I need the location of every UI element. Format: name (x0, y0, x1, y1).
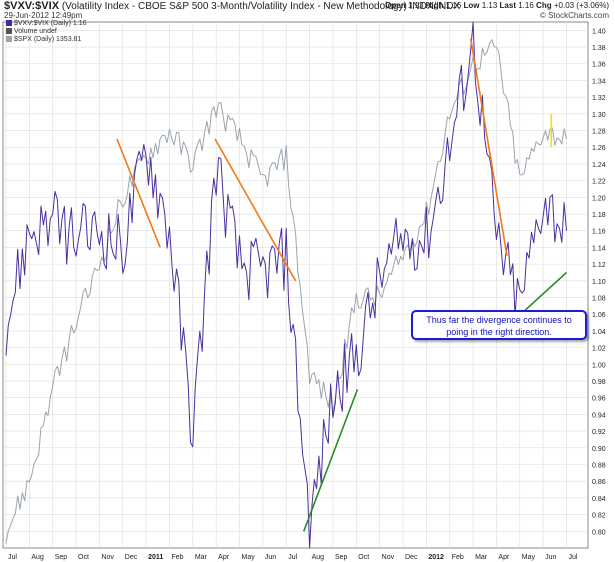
x-tick-label: Dec (125, 554, 138, 561)
y-tick-label: 1.10 (592, 279, 606, 286)
annotation-callout: Thus far the divergence continues to poi… (411, 310, 587, 340)
x-tick-label: Jul (8, 554, 17, 561)
low-label: Low (463, 1, 480, 10)
trendline-orange (116, 138, 161, 248)
legend-item-ratio: $VXV:$VIX (Daily) 1.16 (6, 20, 87, 28)
ohlc-readout: Open 1.13 High 1.16 Low 1.13 Last 1.16 C… (385, 1, 609, 10)
last-value: 1.16 (518, 1, 534, 10)
x-tick-label: Sep (335, 554, 348, 561)
y-tick-label: 0.82 (592, 513, 606, 520)
y-tick-label: 1.02 (592, 346, 606, 353)
y-tick-label: 1.36 (592, 62, 606, 69)
y-tick-label: 1.00 (592, 362, 606, 369)
legend-item-volume: Volume undef (6, 28, 87, 36)
y-tick-label: 0.84 (592, 496, 606, 503)
low-value: 1.13 (481, 1, 498, 10)
y-tick-label: 1.18 (592, 212, 606, 219)
y-tick-label: 1.32 (592, 95, 606, 102)
x-tick-label: Sep (55, 554, 68, 561)
date-label: 29-Jun-2012 12:49pm (4, 11, 83, 20)
legend-label: Volume undef (14, 28, 57, 35)
x-tick-label: Jul (568, 554, 577, 561)
x-tick-label: Mar (475, 554, 488, 561)
y-tick-label: 1.08 (592, 296, 606, 303)
chart-header: $VXV:$VIX (Volatility Index - CBOE S&P 5… (4, 0, 460, 12)
high-value: 1.16 (445, 1, 462, 10)
legend-label: $SPX (Daily) 1353.81 (14, 36, 82, 43)
legend-item-spx: $SPX (Daily) 1353.81 (6, 36, 87, 44)
y-tick-label: 1.40 (592, 28, 606, 35)
legend-label: $VXV:$VIX (Daily) 1.16 (14, 20, 87, 27)
x-tick-label: 2011 (148, 554, 163, 561)
y-tick-label: 1.14 (592, 245, 606, 252)
y-tick-label: 1.38 (592, 45, 606, 52)
y-tick-label: 1.06 (592, 312, 606, 319)
x-tick-label: Feb (452, 554, 464, 561)
x-tick-label: Nov (101, 554, 114, 561)
legend: $VXV:$VIX (Daily) 1.16 Volume undef $SPX… (6, 20, 87, 44)
y-tick-label: 0.98 (592, 379, 606, 386)
trendline-orange (469, 38, 508, 256)
x-tick-label: Jul (288, 554, 297, 561)
y-tick-label: 0.90 (592, 446, 606, 453)
description-label: (Volatility Index - CBOE S&P 500 3-Month… (61, 1, 407, 12)
y-tick-label: 0.96 (592, 396, 606, 403)
trendline-green (303, 389, 359, 532)
y-tick-label: 1.04 (592, 329, 606, 336)
x-tick-label: Oct (78, 554, 89, 561)
x-tick-label: May (242, 554, 256, 561)
y-tick-label: 1.12 (592, 262, 606, 269)
x-tick-label: Mar (195, 554, 208, 561)
y-tick-label: 1.24 (592, 162, 606, 169)
y-tick-label: 1.28 (592, 129, 606, 136)
chg-label: Chg (536, 1, 552, 10)
x-tick-label: Aug (312, 554, 325, 561)
chg-value: +0.03 (+3.06%) (553, 1, 609, 10)
x-tick-label: Nov (382, 554, 395, 561)
ratio-series-line (5, 21, 567, 549)
high-label: High (425, 1, 444, 10)
y-tick-label: 1.30 (592, 112, 606, 119)
legend-swatch (6, 36, 12, 43)
x-tick-label: Oct (358, 554, 369, 561)
y-tick-label: 1.20 (592, 195, 606, 202)
exchange-label: INDX/INDX (409, 1, 461, 12)
y-tick-label: 0.86 (592, 479, 606, 486)
watermark: © StockCharts.com (539, 11, 609, 20)
y-tick-label: 1.26 (592, 145, 606, 152)
x-tick-label: Jun (545, 554, 556, 561)
y-tick-label: 0.80 (592, 529, 606, 536)
x-tick-label: 2012 (428, 554, 444, 561)
symbol-label: $VXV:$VIX (4, 0, 60, 12)
x-tick-label: Apr (498, 554, 510, 561)
y-tick-label: 0.92 (592, 429, 606, 436)
y-tick-label: 0.88 (592, 463, 606, 470)
y-tick-label: 0.94 (592, 412, 606, 419)
trendline-orange (214, 138, 297, 282)
y-tick-label: 1.16 (592, 229, 606, 236)
x-tick-label: Jun (265, 554, 276, 561)
y-tick-label: 1.34 (592, 78, 606, 85)
x-tick-label: Aug (31, 554, 44, 561)
x-tick-label: May (522, 554, 536, 561)
legend-swatch (6, 28, 12, 35)
x-tick-label: Dec (405, 554, 418, 561)
plot-border (2, 21, 589, 549)
open-label: Open (385, 1, 406, 10)
y-tick-label: 1.22 (592, 179, 606, 186)
x-tick-label: Feb (171, 554, 183, 561)
last-label: Last (499, 1, 516, 10)
open-value: 1.13 (407, 1, 424, 10)
x-tick-label: Apr (218, 554, 230, 561)
legend-swatch (6, 20, 12, 27)
